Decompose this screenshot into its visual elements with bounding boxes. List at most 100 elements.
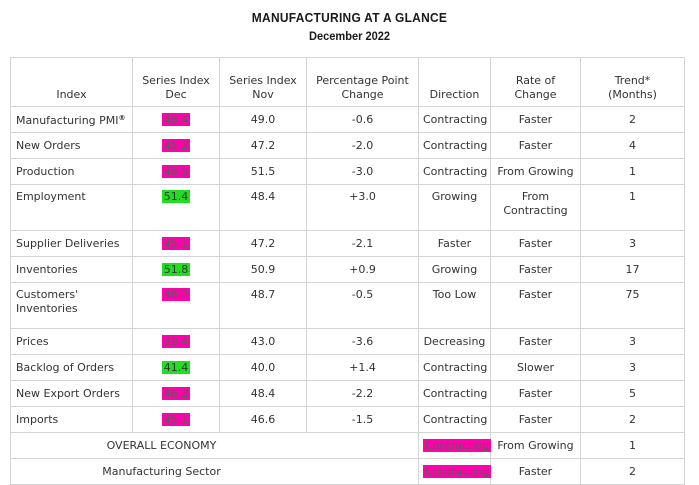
table-row: Manufacturing PMI® 48.4 49.0 -0.6 Contractin…	[10, 106, 685, 133]
trend-months-value: 1	[580, 158, 685, 185]
table-row: Imports 45.1 46.6 -1.5 Contracting Faster 2	[10, 406, 685, 433]
trend-months-value: 4	[580, 132, 685, 159]
index-name: Production	[10, 158, 133, 185]
rate-of-change-value: Faster	[490, 106, 581, 133]
header-rate: Rate of Change	[490, 57, 581, 107]
trend-months-value: 5	[580, 380, 685, 407]
point-change-value: +1.4	[306, 354, 419, 381]
table-row: Customers' Inventories 48.2 48.7 -0.5 Too Lo…	[10, 282, 685, 329]
series-dec-value: 48.2	[161, 288, 191, 301]
series-dec-value: 51.4	[161, 190, 191, 203]
header-index: Index	[10, 57, 133, 107]
series-nov-value: 47.2	[219, 132, 307, 159]
table-row: Production 48.5 51.5 -3.0 Contracting From Gr…	[10, 158, 685, 185]
series-nov-value: 43.0	[219, 328, 307, 355]
trend-months-value: 1	[580, 184, 685, 231]
series-nov-value: 49.0	[219, 106, 307, 133]
series-dec-cell: 41.4	[132, 354, 220, 381]
point-change-value: -3.6	[306, 328, 419, 355]
page-title: MANUFACTURING AT A GLANCE	[251, 10, 448, 25]
direction-value: Contracting	[418, 106, 491, 133]
trend-months-value: 75	[580, 282, 685, 329]
summary-direction-value: Contracting	[423, 464, 492, 478]
point-change-value: +0.9	[306, 256, 419, 283]
summary-direction-value: Contracting	[423, 438, 492, 452]
table-row: Prices 39.4 43.0 -3.6 Decreasing Faster 3	[10, 328, 685, 355]
summary-trend-value: 1	[580, 432, 685, 459]
rate-of-change-value: Faster	[490, 406, 581, 433]
glance-table: Index Series Index Dec Series Index Nov …	[10, 57, 685, 485]
series-nov-value: 50.9	[219, 256, 307, 283]
series-dec-value: 39.4	[161, 334, 191, 348]
index-name: Inventories	[10, 256, 133, 283]
series-nov-value: 47.2	[219, 230, 307, 257]
direction-value: Growing	[418, 184, 491, 231]
direction-value: Contracting	[418, 354, 491, 381]
rate-of-change-value: Faster	[490, 132, 581, 159]
header-series-nov: Series Index Nov	[219, 57, 307, 107]
series-dec-cell: 39.4	[132, 328, 220, 355]
table-row: New Orders 45.2 47.2 -2.0 Contracting Faster 4	[10, 132, 685, 159]
point-change-value: -2.1	[306, 230, 419, 257]
series-dec-cell: 45.1	[132, 406, 220, 433]
series-nov-value: 51.5	[219, 158, 307, 185]
rate-of-change-value: Faster	[490, 282, 581, 329]
point-change-value: -3.0	[306, 158, 419, 185]
series-dec-cell: 48.4	[132, 106, 220, 133]
index-name: Imports	[10, 406, 133, 433]
table-row: Inventories 51.8 50.9 +0.9 Growing Faster 17	[10, 256, 685, 283]
series-dec-cell: 51.4	[132, 184, 220, 231]
rate-of-change-value: Faster	[490, 328, 581, 355]
series-dec-cell: 46.2	[132, 380, 220, 407]
rate-of-change-value: From Contracting	[490, 184, 581, 231]
direction-value: Contracting	[418, 158, 491, 185]
series-dec-cell: 48.5	[132, 158, 220, 185]
point-change-value: -2.2	[306, 380, 419, 407]
registered-mark: ®	[118, 114, 126, 122]
rate-of-change-value: Faster	[490, 380, 581, 407]
direction-value: Too Low	[418, 282, 491, 329]
series-nov-value: 48.4	[219, 184, 307, 231]
direction-value: Contracting	[418, 406, 491, 433]
index-name: Prices	[10, 328, 133, 355]
series-dec-cell: 45.1	[132, 230, 220, 257]
series-dec-value: 45.2	[161, 138, 191, 152]
series-dec-value: 45.1	[161, 412, 191, 426]
trend-months-value: 3	[580, 354, 685, 381]
index-name: Manufacturing PMI®	[10, 106, 133, 133]
table-row: Supplier Deliveries 45.1 47.2 -2.1 Faster Fas…	[10, 230, 685, 257]
index-name: Customers' Inventories	[10, 282, 133, 329]
direction-value: Contracting	[418, 132, 491, 159]
rate-of-change-value: From Growing	[490, 158, 581, 185]
summary-direction-cell: Contracting	[418, 458, 492, 485]
summary-direction-cell: Contracting	[418, 432, 492, 459]
series-nov-value: 40.0	[219, 354, 307, 381]
page-subtitle: December 2022	[308, 29, 391, 43]
trend-months-value: 3	[580, 230, 685, 257]
header-trend: Trend* (Months)	[580, 57, 685, 107]
rate-of-change-value: Faster	[490, 256, 581, 283]
direction-value: Growing	[418, 256, 491, 283]
point-change-value: +3.0	[306, 184, 419, 231]
header-direction: Direction	[418, 57, 491, 107]
series-dec-value: 48.4	[161, 112, 191, 126]
table-row: Backlog of Orders 41.4 40.0 +1.4 Contracting…	[10, 354, 685, 381]
point-change-value: -0.5	[306, 282, 419, 329]
series-nov-value: 46.6	[219, 406, 307, 433]
summary-rate-value: Faster	[490, 458, 581, 485]
direction-value: Faster	[418, 230, 491, 257]
rate-of-change-value: Slower	[490, 354, 581, 381]
summary-label: Manufacturing Sector	[10, 458, 419, 485]
rate-of-change-value: Faster	[490, 230, 581, 257]
direction-value: Decreasing	[418, 328, 491, 355]
table-row: Employment 51.4 48.4 +3.0 Growing From Contra…	[10, 184, 685, 231]
series-dec-value: 46.2	[161, 386, 191, 400]
index-name: Backlog of Orders	[10, 354, 133, 381]
index-name: Supplier Deliveries	[10, 230, 133, 257]
series-dec-value: 48.5	[161, 164, 191, 178]
series-dec-value: 51.8	[161, 262, 191, 276]
point-change-value: -2.0	[306, 132, 419, 159]
summary-trend-value: 2	[580, 458, 685, 485]
series-dec-value: 45.1	[161, 236, 191, 250]
table-header-row: Index Series Index Dec Series Index Nov …	[10, 57, 685, 107]
